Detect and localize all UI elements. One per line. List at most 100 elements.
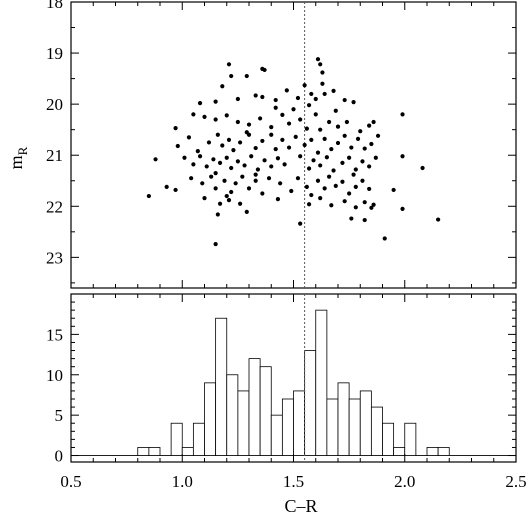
scatter-point bbox=[211, 157, 216, 162]
scatter-point bbox=[213, 99, 218, 104]
scatter-point bbox=[200, 181, 205, 186]
scatter-point bbox=[367, 164, 372, 169]
scatter-point bbox=[298, 221, 303, 226]
scatter-point bbox=[306, 166, 312, 171]
scatter-point bbox=[226, 198, 232, 203]
scatter-point bbox=[335, 124, 341, 129]
scatter-point bbox=[295, 176, 301, 181]
histogram-bar bbox=[337, 382, 350, 456]
scatter-point bbox=[309, 192, 314, 198]
scatter-point bbox=[224, 113, 229, 118]
scatter-point bbox=[240, 174, 245, 179]
histogram-bar bbox=[148, 447, 161, 456]
scatter-point bbox=[262, 158, 267, 163]
histogram-bar bbox=[259, 366, 272, 456]
scatter-point bbox=[360, 178, 365, 183]
scatter-point bbox=[229, 189, 234, 195]
scatter-point bbox=[222, 178, 227, 183]
scatter-point bbox=[235, 159, 240, 164]
scatter-point bbox=[375, 133, 381, 138]
histogram-bar bbox=[293, 390, 306, 456]
scatter-point bbox=[333, 183, 338, 188]
scatter-point bbox=[213, 170, 218, 176]
scatter-point bbox=[195, 149, 200, 154]
scatter-point bbox=[191, 112, 196, 117]
scatter-point bbox=[202, 114, 207, 120]
scatter-point bbox=[286, 121, 292, 126]
histogram-bar bbox=[226, 374, 239, 456]
scatter-point bbox=[253, 93, 258, 98]
scatter-point bbox=[217, 160, 223, 165]
scatter-point bbox=[255, 167, 260, 172]
scatter-point bbox=[382, 236, 387, 241]
histogram-bar bbox=[181, 447, 194, 456]
scatter-point bbox=[244, 130, 249, 135]
scatter-point bbox=[342, 97, 347, 103]
scatter-point bbox=[273, 146, 278, 152]
scatter-point bbox=[213, 241, 218, 247]
scatter-point bbox=[360, 159, 365, 164]
scatter-point bbox=[420, 165, 425, 171]
scatter-point bbox=[391, 187, 396, 193]
histogram-bar bbox=[304, 350, 317, 456]
scatter-point bbox=[258, 116, 263, 121]
scatter-point bbox=[175, 143, 180, 149]
histogram-bar bbox=[137, 447, 150, 456]
scatter-point bbox=[367, 123, 372, 128]
scatter-point bbox=[327, 119, 332, 125]
y-tick-label: 5 bbox=[55, 406, 64, 425]
scatter-point bbox=[220, 143, 225, 148]
scatter-point bbox=[342, 199, 347, 204]
scatter-point bbox=[275, 156, 281, 161]
scatter-point bbox=[182, 155, 187, 160]
scatter-point bbox=[324, 155, 329, 160]
y-tick-label: 18 bbox=[46, 0, 63, 12]
histogram-bar bbox=[204, 382, 217, 456]
scatter-point bbox=[322, 91, 327, 97]
y-tick-label: 20 bbox=[46, 95, 63, 114]
histogram-bar bbox=[382, 422, 395, 456]
scatter-point bbox=[235, 119, 240, 125]
scatter-point bbox=[371, 202, 376, 207]
scatter-point bbox=[273, 105, 278, 110]
scatter-point bbox=[358, 129, 363, 134]
scatter-point bbox=[220, 84, 225, 89]
histogram-bar bbox=[370, 406, 383, 456]
x-tick-label: 1.5 bbox=[283, 472, 304, 491]
y-tick-label: 22 bbox=[46, 197, 63, 216]
scatter-point bbox=[266, 176, 272, 181]
histogram-bar bbox=[237, 390, 250, 456]
scatter-point bbox=[304, 126, 309, 131]
scatter-point bbox=[233, 181, 238, 186]
scatter-point bbox=[209, 174, 214, 179]
scatter-point bbox=[231, 148, 236, 153]
scatter-point bbox=[329, 203, 334, 208]
scatter-point bbox=[269, 164, 274, 169]
scatter-point bbox=[313, 112, 318, 117]
scatter-point bbox=[355, 136, 361, 141]
scatter-point bbox=[367, 186, 372, 192]
scatter-point bbox=[229, 73, 234, 79]
scatter-point bbox=[226, 137, 232, 142]
scatter-point bbox=[197, 154, 203, 159]
scatter-point bbox=[249, 154, 254, 159]
scatter-point bbox=[306, 103, 312, 108]
scatter-point bbox=[318, 62, 323, 67]
scatter-point bbox=[224, 193, 229, 199]
histogram-bar bbox=[248, 358, 261, 456]
scatter-point bbox=[273, 97, 278, 103]
scatter-point bbox=[224, 155, 229, 160]
histogram-bar bbox=[170, 422, 183, 456]
y-tick-label: 15 bbox=[46, 325, 63, 344]
histogram-bar bbox=[359, 390, 372, 456]
scatter-point bbox=[282, 162, 287, 167]
scatter-point bbox=[373, 155, 378, 160]
scatter-point bbox=[215, 212, 220, 217]
scatter-point bbox=[173, 187, 178, 193]
scatter-point bbox=[253, 178, 258, 183]
scatter-point bbox=[400, 154, 405, 159]
scatter-point bbox=[173, 126, 178, 131]
scatter-point bbox=[280, 112, 285, 117]
scatter-point bbox=[306, 202, 312, 207]
x-tick-label: 2.0 bbox=[394, 472, 415, 491]
